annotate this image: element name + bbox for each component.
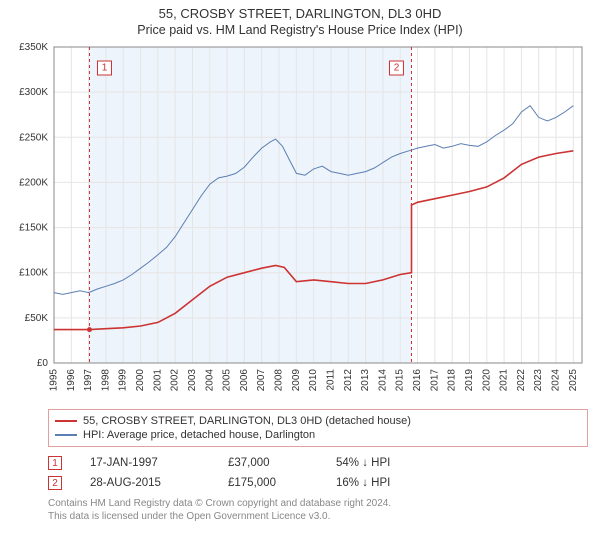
- x-tick-label: 2017: [429, 369, 440, 392]
- x-tick-label: 2021: [499, 369, 510, 392]
- footer-attribution: Contains HM Land Registry data © Crown c…: [48, 497, 588, 523]
- x-tick-label: 2019: [464, 369, 475, 392]
- x-tick-label: 2018: [447, 369, 458, 392]
- sale-marker-number: 1: [102, 63, 108, 74]
- chart-title: 55, CROSBY STREET, DARLINGTON, DL3 0HD: [0, 0, 600, 21]
- x-tick-label: 2003: [187, 369, 198, 392]
- chart-svg: £0 £50K £100K £150K £200K £250K £300K £350K 1995…: [6, 43, 588, 403]
- y-tick-label: £100K: [19, 268, 48, 279]
- legend-label: HPI: Average price, detached house, Darl…: [83, 429, 315, 441]
- y-tick-label: £200K: [19, 177, 48, 188]
- x-tick-label: 2013: [360, 369, 371, 392]
- x-tick-label: 2014: [377, 369, 388, 392]
- x-tick-label: 2022: [516, 369, 527, 392]
- chart-area: £0£50K£100K£150K£200K£250K£300K£350K1995…: [48, 43, 588, 403]
- legend-swatch: [55, 434, 77, 436]
- sale-row-price: £175,000: [228, 477, 308, 489]
- x-tick-label: 1999: [118, 369, 129, 392]
- x-tick-label: 2024: [551, 369, 562, 392]
- sale-row-delta: 54% ↓ HPI: [336, 457, 446, 469]
- legend-row: 55, CROSBY STREET, DARLINGTON, DL3 0HD (…: [55, 414, 581, 428]
- x-tick-label: 1998: [100, 369, 111, 392]
- sales-table: 1 17-JAN-1997 £37,000 54% ↓ HPI 2 28-AUG-2015…: [48, 453, 588, 493]
- x-tick-label: 2010: [308, 369, 319, 392]
- x-tick-label: 1997: [83, 369, 94, 392]
- x-tick-label: 2012: [343, 369, 354, 392]
- x-tick-label: 2016: [412, 369, 423, 392]
- x-tick-label: 2000: [135, 369, 146, 392]
- sale-marker-number: 2: [394, 63, 400, 74]
- x-tick-label: 2004: [204, 369, 215, 392]
- x-tick-label: 2009: [291, 369, 302, 392]
- x-tick-label: 2020: [481, 369, 492, 392]
- x-tick-label: 2011: [325, 369, 336, 391]
- y-tick-label: £300K: [19, 87, 48, 98]
- x-tick-label: 2023: [533, 369, 544, 392]
- x-tick-label: 2015: [395, 369, 406, 392]
- sale-row-marker: 2: [48, 476, 62, 490]
- sale-row-delta: 16% ↓ HPI: [336, 477, 446, 489]
- chart-subtitle: Price paid vs. HM Land Registry's House …: [0, 21, 600, 43]
- footer-line-1: Contains HM Land Registry data © Crown c…: [48, 497, 588, 510]
- legend-swatch: [55, 420, 77, 422]
- y-tick-label: £250K: [19, 132, 48, 143]
- x-tick-label: 2002: [170, 369, 181, 392]
- legend-row: HPI: Average price, detached house, Darl…: [55, 428, 581, 442]
- sale-row: 2 28-AUG-2015 £175,000 16% ↓ HPI: [48, 473, 588, 493]
- y-tick-label: £150K: [19, 223, 48, 234]
- x-tick-label: 2007: [256, 369, 267, 392]
- y-tick-label: £350K: [19, 43, 48, 53]
- y-tick-label: £50K: [25, 313, 49, 324]
- legend: 55, CROSBY STREET, DARLINGTON, DL3 0HD (…: [48, 409, 588, 447]
- sale-row: 1 17-JAN-1997 £37,000 54% ↓ HPI: [48, 453, 588, 473]
- legend-label: 55, CROSBY STREET, DARLINGTON, DL3 0HD (…: [83, 415, 411, 427]
- x-tick-label: 2001: [152, 369, 163, 392]
- x-tick-label: 1995: [49, 369, 60, 392]
- shade-region: [89, 47, 411, 363]
- sale-row-marker: 1: [48, 456, 62, 470]
- x-tick-label: 1996: [66, 369, 77, 392]
- sale-row-price: £37,000: [228, 457, 308, 469]
- sale-row-date: 17-JAN-1997: [90, 457, 200, 469]
- x-tick-label: 2006: [239, 369, 250, 392]
- sale-row-date: 28-AUG-2015: [90, 477, 200, 489]
- footer-line-2: This data is licensed under the Open Gov…: [48, 510, 588, 523]
- x-tick-label: 2005: [222, 369, 233, 392]
- y-tick-label: £0: [37, 358, 49, 369]
- x-tick-label: 2008: [274, 369, 285, 392]
- sale-point: [87, 327, 92, 332]
- x-tick-label: 2025: [568, 369, 579, 392]
